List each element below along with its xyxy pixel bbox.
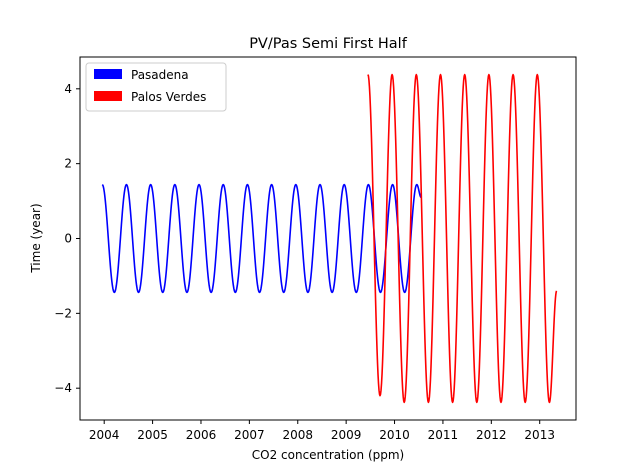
y-tick-label: 2 [64,157,72,171]
x-tick-label: 2007 [234,428,265,442]
y-tick-label: 4 [64,82,72,96]
x-tick-label: 2005 [137,428,168,442]
x-tick-label: 2012 [476,428,507,442]
x-tick-label: 2006 [186,428,217,442]
legend: Pasadena Palos Verdes [85,62,227,112]
y-axis-label: Time (year) [29,203,43,273]
x-tick-label: 2009 [331,428,362,442]
x-axis: 2004 2005 2006 2007 2008 2009 2010 2011 2012 2013 [89,420,555,442]
series-layer [101,73,558,404]
y-tick-label: −2 [54,306,72,320]
y-tick-label: −4 [54,381,72,395]
x-tick-label: 2004 [89,428,120,442]
x-tick-label: 2010 [379,428,410,442]
x-tick-label: 2013 [524,428,555,442]
y-axis: −4 −2 0 2 4 [54,82,80,395]
legend-swatch-pasadena [94,69,122,79]
y-tick-label: 0 [64,232,72,246]
x-axis-label: CO2 concentration (ppm) [252,448,404,462]
series-line-palos-verdes [367,73,558,404]
chart-title: PV/Pas Semi First Half [249,36,408,52]
legend-swatch-palos-verdes [94,91,122,101]
x-tick-label: 2011 [428,428,459,442]
legend-label-pasadena: Pasadena [131,68,189,82]
legend-label-palos-verdes: Palos Verdes [131,90,206,104]
x-tick-label: 2008 [282,428,313,442]
